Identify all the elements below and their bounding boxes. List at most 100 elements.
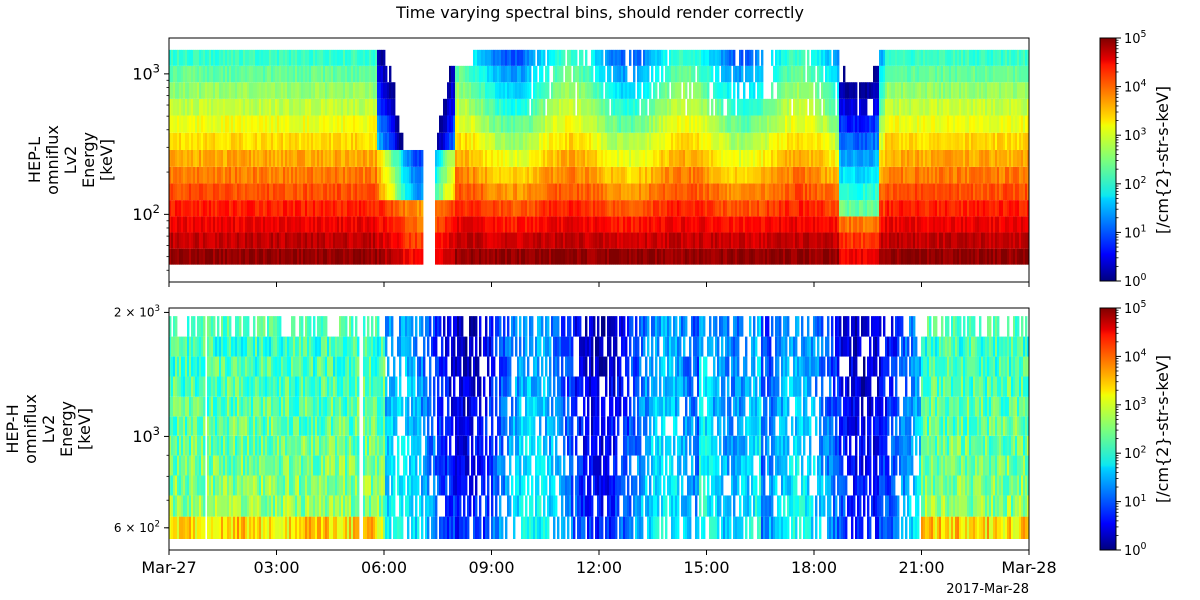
heatmap-cell — [793, 232, 796, 249]
heatmap-cell — [243, 98, 246, 116]
heatmap-cell — [233, 82, 236, 99]
heatmap-cell — [907, 232, 910, 249]
heatmap-cell — [589, 216, 592, 233]
heatmap-cell — [705, 115, 708, 133]
heatmap-cell — [593, 248, 596, 265]
heatmap-cell — [745, 183, 748, 201]
heatmap-cell — [783, 98, 786, 116]
heatmap-cell — [193, 166, 196, 184]
heatmap-cell — [309, 200, 312, 217]
heatmap-cell — [507, 248, 510, 265]
heatmap-cell — [193, 132, 196, 150]
heatmap-cell — [465, 200, 468, 217]
heatmap-cell — [561, 166, 564, 184]
heatmap-cell — [277, 200, 280, 217]
heatmap-cell — [295, 82, 298, 99]
heatmap-cell — [395, 248, 398, 265]
heatmap-cell — [269, 149, 272, 167]
heatmap-cell — [471, 232, 474, 249]
heatmap-cell — [543, 248, 546, 265]
heatmap-cell — [859, 82, 862, 99]
heatmap-cell — [1013, 183, 1016, 201]
heatmap-cell — [549, 115, 552, 133]
heatmap-cell — [601, 166, 604, 184]
heatmap-cell — [469, 98, 472, 116]
heatmap-cell — [825, 183, 828, 201]
heatmap-cell — [215, 98, 218, 116]
heatmap-cell — [947, 216, 950, 233]
heatmap-cell — [397, 248, 400, 265]
heatmap-cell — [985, 115, 988, 133]
heatmap-cell — [335, 149, 338, 167]
heatmap-cell — [195, 200, 198, 217]
heatmap-cell — [625, 232, 628, 249]
heatmap-cell — [785, 248, 788, 265]
heatmap-cell — [857, 132, 860, 150]
heatmap-cell — [343, 248, 346, 265]
heatmap-cell — [981, 166, 984, 184]
heatmap-cell — [555, 232, 558, 249]
heatmap-cell — [689, 183, 692, 201]
heatmap-cell — [173, 248, 176, 265]
heatmap-cell — [733, 232, 736, 249]
heatmap-cell — [677, 115, 680, 133]
heatmap-cell — [839, 132, 842, 150]
heatmap-cell — [589, 183, 592, 201]
heatmap-cell — [583, 149, 586, 167]
heatmap-cell — [799, 149, 802, 167]
heatmap-cell — [385, 149, 388, 167]
heatmap-cell — [721, 166, 724, 184]
heatmap-cell — [223, 82, 226, 99]
heatmap-cell — [607, 232, 610, 249]
heatmap-cell — [329, 200, 332, 217]
heatmap-cell — [605, 166, 608, 184]
heatmap-cell — [851, 115, 854, 133]
heatmap-cell — [233, 132, 236, 150]
heatmap-cell — [369, 216, 372, 233]
heatmap-cell — [177, 132, 180, 150]
heatmap-cell — [175, 216, 178, 233]
heatmap-cell — [249, 232, 252, 249]
heatmap-cell — [285, 149, 288, 167]
heatmap-cell — [591, 183, 594, 201]
heatmap-cell — [245, 183, 248, 201]
heatmap-cell — [739, 216, 742, 233]
heatmap-cell — [681, 166, 684, 184]
heatmap-cell — [887, 232, 890, 249]
heatmap-cell — [667, 82, 670, 99]
heatmap-cell — [449, 132, 452, 150]
heatmap-cell — [205, 216, 208, 233]
heatmap-cell — [181, 98, 184, 116]
heatmap-cell — [713, 132, 716, 150]
heatmap-cell — [755, 216, 758, 233]
heatmap-cell — [1013, 166, 1016, 184]
heatmap-cell — [851, 149, 854, 167]
heatmap-cell — [337, 149, 340, 167]
heatmap-cell — [265, 232, 268, 249]
heatmap-cell — [811, 166, 814, 184]
heatmap-cell — [911, 216, 914, 233]
heatmap-cell — [853, 98, 856, 116]
heatmap-cell — [207, 82, 210, 99]
heatmap-cell — [787, 200, 790, 217]
heatmap-cell — [437, 183, 440, 201]
heatmap-cell — [303, 132, 306, 150]
heatmap-cell — [891, 132, 894, 150]
heatmap-cell — [709, 115, 712, 133]
heatmap-cell — [847, 98, 850, 116]
heatmap-cell — [651, 232, 654, 249]
heatmap-cell — [795, 248, 798, 265]
heatmap-cell — [625, 115, 628, 133]
heatmap-cell — [195, 149, 198, 167]
heatmap-cell — [335, 115, 338, 133]
heatmap-cell — [993, 115, 996, 133]
heatmap-cell — [581, 200, 584, 217]
heatmap-cell — [195, 232, 198, 249]
heatmap-cell — [469, 82, 472, 99]
heatmap-cell — [1019, 149, 1022, 167]
heatmap-cell — [253, 183, 256, 201]
heatmap-cell — [951, 115, 954, 133]
heatmap-cell — [941, 216, 944, 233]
heatmap-cell — [287, 200, 290, 217]
heatmap-cell — [737, 232, 740, 249]
